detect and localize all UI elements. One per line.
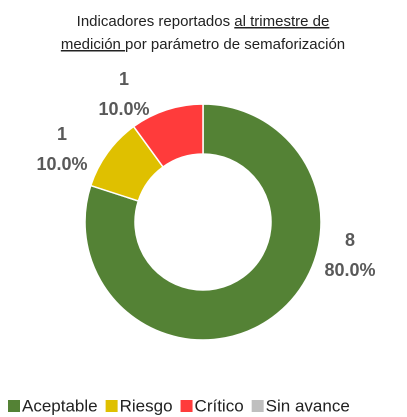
data-label: 8 (345, 230, 355, 250)
legend-swatch (8, 400, 20, 412)
title-part: medición (61, 36, 125, 53)
legend-label: Riesgo (120, 396, 173, 415)
data-label: 10.0% (98, 99, 149, 119)
data-label: 10.0% (36, 154, 87, 174)
data-label: 80.0% (324, 260, 375, 280)
donut-segment (84, 103, 322, 341)
title-line: medición por parámetro de semaforización (61, 36, 345, 53)
legend-swatch (180, 400, 193, 412)
legend-swatch (105, 400, 118, 412)
legend-label: Sin avance (266, 396, 350, 415)
title-part: al trimestre de (234, 13, 329, 30)
data-label: 1 (119, 69, 129, 89)
legend-label: Aceptable (22, 396, 98, 415)
title-line: Indicadores reportados al trimestre de (77, 13, 330, 30)
legend: Aceptable Riesgo Crítico Sin avance (8, 396, 350, 415)
donut-segment (132, 103, 204, 169)
legend-swatch (251, 400, 264, 412)
title-part: por parámetro de semaforización (125, 36, 345, 53)
title-part: Indicadores reportados (77, 13, 235, 30)
data-label: 1 (57, 124, 67, 144)
legend-label: Crítico (195, 396, 244, 415)
